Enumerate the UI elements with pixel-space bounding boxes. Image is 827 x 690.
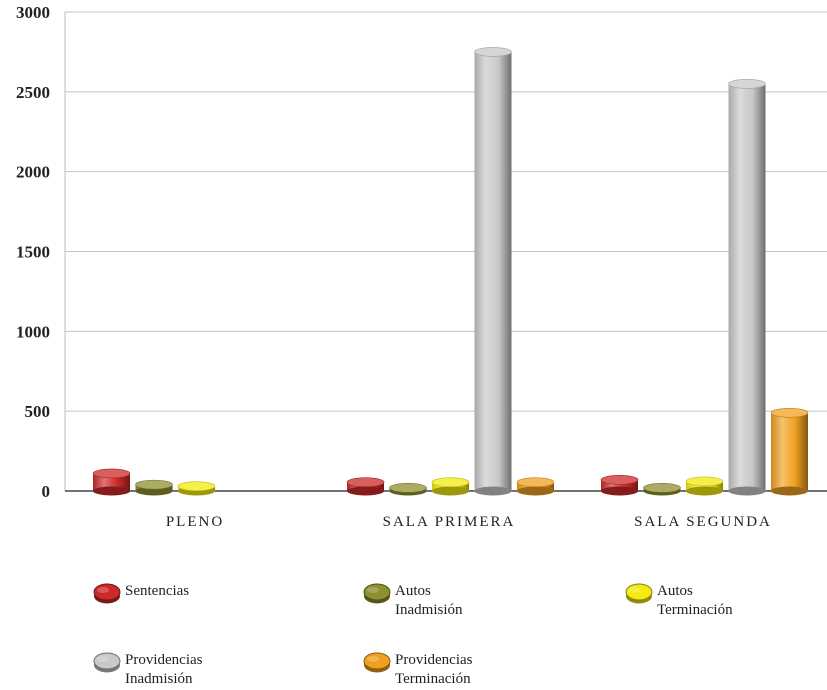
bar-autos-inadmisi-n-sala-segunda: [643, 483, 681, 496]
legend-label-providencias-inadmision: Providencias Inadmisión: [125, 652, 203, 687]
bar-autos-inadmisi-n-sala-primera: [389, 483, 427, 496]
bar-sentencias-sala-primera: [346, 477, 385, 496]
y-tick-label: 2000: [16, 163, 50, 182]
x-tick-label: PLENO: [166, 514, 224, 530]
grid-lines: [65, 11, 827, 412]
legend-item-sentencias: Sentencias: [92, 582, 189, 604]
bar-providencias-terminaci-n-sala-segunda: [770, 407, 809, 496]
legend-label-autos-terminacion: Autos Terminación: [657, 583, 733, 618]
legend-label-sentencias: Sentencias: [125, 583, 190, 599]
y-tick-label: 0: [42, 482, 51, 501]
legend-item-providencias-terminacion: Providencias Terminación: [362, 651, 472, 689]
y-tick-label: 3000: [16, 3, 50, 22]
bar-providencias-inadmisi-n-sala-segunda: [728, 79, 766, 496]
x-tick-label: SALA SEGUNDA: [634, 514, 772, 530]
legend-label-autos-inadmision: Autos Inadmisión: [395, 583, 463, 618]
y-tick-label: 1500: [16, 243, 50, 262]
legend-item-providencias-inadmision: Providencias Inadmisión: [92, 651, 202, 689]
y-tick-label: 500: [25, 402, 51, 421]
legend-item-autos-inadmision: Autos Inadmisión: [362, 582, 463, 620]
legend-swatch-providencias-inadmision: [93, 652, 121, 673]
bar-sentencias-sala-segunda: [600, 475, 639, 496]
axis-labels: 0 500 1000 1500 2000 2500 3000 PLENO SALA PRIMER…: [16, 3, 772, 530]
bar-autos-terminaci-n-pleno: [177, 481, 216, 496]
y-tick-label: 2500: [16, 83, 50, 102]
legend-swatch-providencias-terminacion: [363, 652, 391, 673]
bar-autos-terminaci-n-sala-segunda: [685, 476, 724, 496]
bar-sentencias-pleno: [92, 468, 131, 496]
legend-swatch-sentencias: [93, 583, 121, 604]
legend-swatch-autos-inadmision: [363, 583, 391, 604]
bar-providencias-inadmisi-n-sala-primera: [474, 47, 512, 496]
bars: [92, 47, 809, 496]
x-tick-label: SALA PRIMERA: [383, 514, 516, 530]
bar-autos-terminaci-n-sala-primera: [431, 477, 470, 496]
legend-label-providencias-terminacion: Providencias Terminación: [395, 652, 473, 687]
legend-item-autos-terminacion: Autos Terminación: [624, 582, 733, 620]
bar-autos-inadmisi-n-pleno: [135, 479, 173, 496]
legend-swatch-autos-terminacion: [625, 583, 653, 604]
y-tick-label: 1000: [16, 322, 50, 341]
bar-providencias-terminaci-n-sala-primera: [516, 477, 555, 496]
